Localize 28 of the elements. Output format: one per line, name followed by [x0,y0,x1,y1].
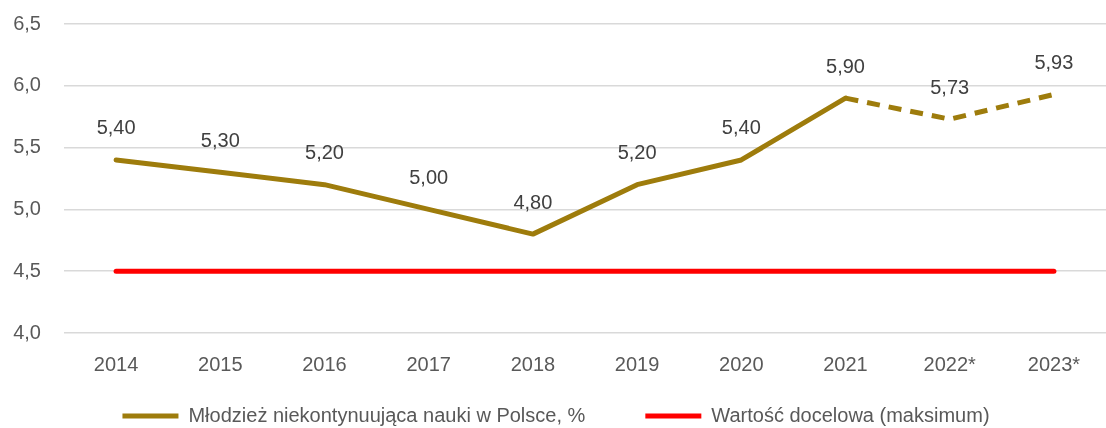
data-label: 5,90 [826,54,865,77]
x-tick-label: 2018 [510,352,556,375]
data-label: 5,20 [305,141,344,164]
data-label: 5,93 [1034,50,1074,73]
x-tick-label: 2019 [614,352,660,375]
data-label: 5,73 [930,75,970,98]
data-label: 5,40 [721,116,761,139]
y-tick-label: 6,0 [13,73,41,96]
x-tick-label: 2020 [719,352,764,375]
x-tick-label: 2021 [823,352,868,375]
x-tick-label: 2015 [198,352,243,375]
legend-label: Wartość docelowa (maksimum) [711,403,990,426]
y-tick-label: 5,0 [13,196,41,219]
x-tick-label: 2023* [1027,352,1081,375]
y-tick-label: 5,5 [13,135,41,158]
legend-label: Młodzież niekontynuująca nauki w Polsce, % [188,403,586,426]
y-tick-label: 4,0 [13,320,41,343]
x-tick-label: 2022* [923,352,977,375]
y-tick-label: 6,5 [13,11,41,34]
data-label: 4,80 [513,190,553,213]
data-label: 5,00 [409,165,449,188]
data-label: 5,20 [617,141,657,164]
y-tick-label: 4,5 [13,258,41,281]
x-tick-label: 2016 [302,352,347,375]
data-label: 5,30 [200,128,240,151]
x-tick-label: 2014 [93,352,139,375]
x-tick-label: 2017 [406,352,451,375]
data-label: 5,40 [96,116,136,139]
